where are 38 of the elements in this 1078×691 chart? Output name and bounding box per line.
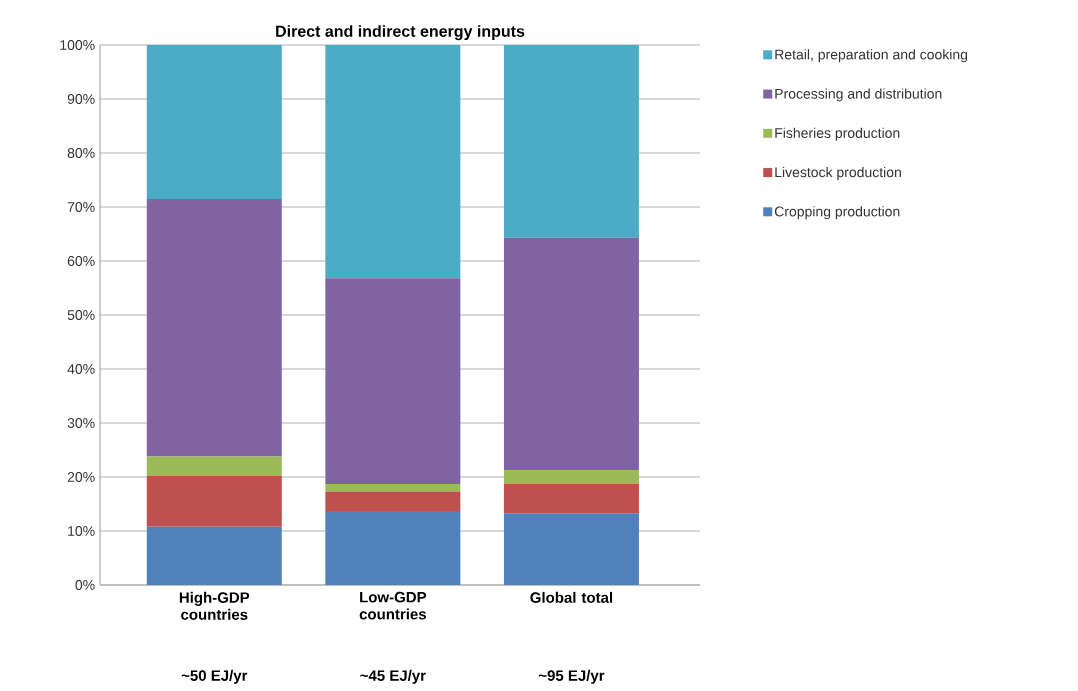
x-tick-label: Low-GDP countries [359, 591, 427, 620]
bar [146, 45, 282, 199]
y-tick-label: 90% [67, 94, 95, 104]
y-tick-label: 80% [67, 148, 95, 158]
bar [503, 484, 639, 514]
y-tick-label: 100% [60, 40, 95, 50]
chart-title: Direct and indirect energy inputs [276, 25, 525, 41]
legend-label: Livestock production [775, 166, 901, 180]
bar [325, 484, 461, 492]
y-tick-label: 0% [75, 580, 95, 590]
x-tick-label: High-GDP countries [179, 591, 250, 620]
text: ~95 EJ/yr [538, 669, 605, 684]
legend-label: Fisheries production [775, 127, 900, 141]
y-tick-label: 20% [67, 472, 95, 482]
legend-label: Retail, preparation and cooking [775, 49, 968, 63]
bar [146, 526, 282, 585]
bar [146, 456, 282, 476]
text: ~45 EJ/yr [360, 669, 426, 684]
y-tick-label: 70% [67, 202, 95, 212]
bar [503, 237, 639, 470]
bar [325, 45, 461, 279]
bar [325, 511, 461, 585]
y-tick-label: 50% [67, 310, 95, 320]
text: ~50 EJ/yr [181, 669, 248, 684]
y-tick-label: 40% [67, 364, 95, 374]
legend-label: Cropping production [774, 206, 900, 220]
bar [503, 45, 639, 238]
bar [325, 491, 461, 512]
y-tick-label: 10% [68, 526, 95, 536]
bar [503, 469, 639, 485]
bar [146, 475, 282, 527]
bar [503, 513, 639, 585]
legend-label: Processing and distribution [775, 88, 942, 102]
x-tick-label: Global total [530, 591, 613, 603]
bar [146, 198, 282, 457]
y-tick-label: 60% [67, 256, 95, 266]
y-tick-label: 30% [67, 418, 95, 428]
bar [325, 278, 461, 485]
